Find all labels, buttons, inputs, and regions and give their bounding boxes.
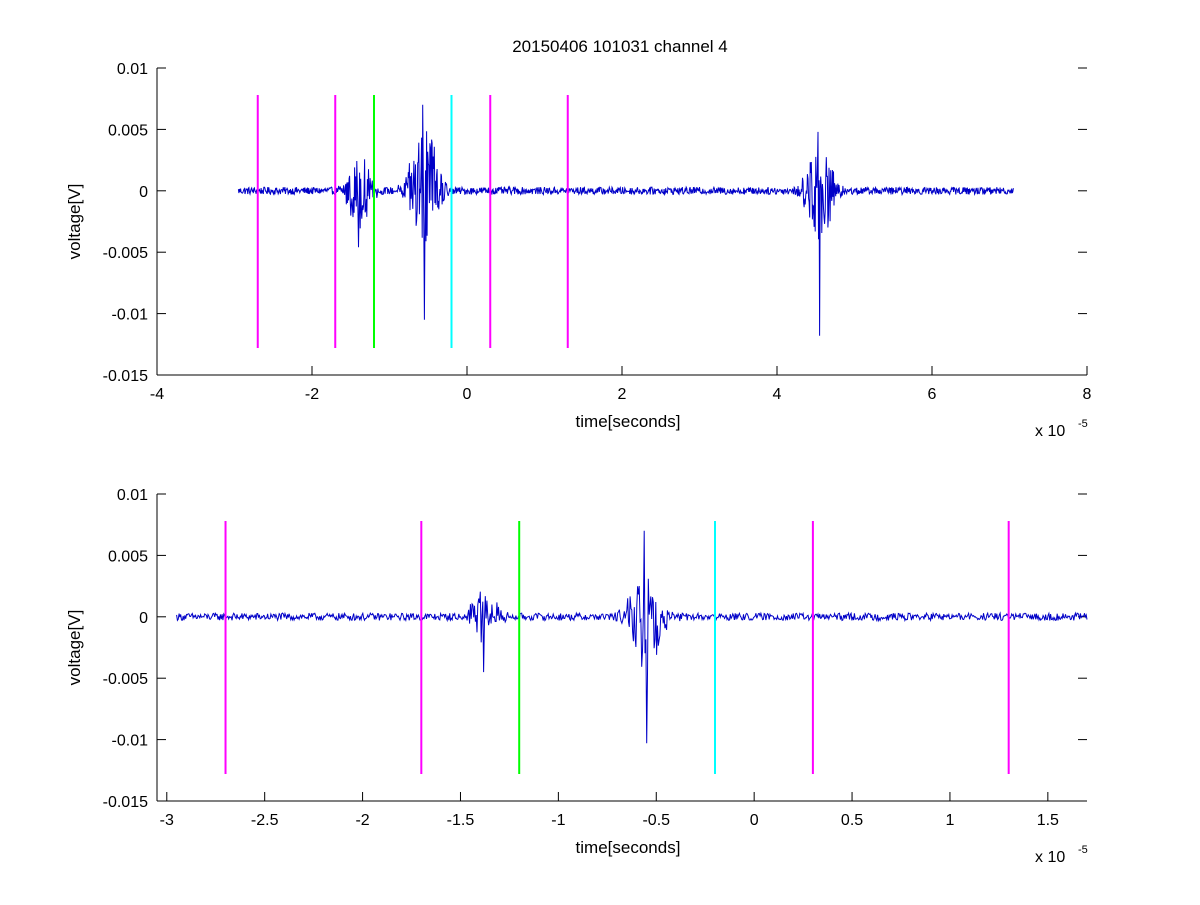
- x-axis-label: time[seconds]: [576, 838, 681, 857]
- signal-trace: [176, 530, 1088, 744]
- x-multiplier-label: x 10: [1035, 849, 1065, 866]
- y-tick-label: -0.01: [112, 733, 149, 750]
- x-multiplier-label: x 10: [1035, 423, 1065, 440]
- x-multiplier-exponent: -5: [1078, 418, 1088, 430]
- y-tick-label: 0.01: [117, 61, 148, 78]
- top-plot: -0.015 -0.01 -0.005 0 0.005 0.01 -4 -2 0 2 4 6 8 time…: [65, 61, 1092, 440]
- x-tick-label: 4: [773, 386, 782, 403]
- x-tick-label: -2.5: [251, 812, 279, 829]
- x-tick-label: 6: [928, 386, 937, 403]
- y-tick-label: -0.005: [103, 245, 148, 262]
- x-tick-label: 1: [945, 812, 954, 829]
- x-tick-label: 8: [1083, 386, 1092, 403]
- y-axis-label: voltage[V]: [65, 610, 84, 686]
- x-multiplier-exponent: -5: [1078, 844, 1088, 856]
- x-tick-label: -0.5: [642, 812, 670, 829]
- y-tick-label: -0.005: [103, 671, 148, 688]
- x-tick-label: -2: [355, 812, 369, 829]
- y-tick-label: -0.01: [112, 307, 149, 324]
- x-tick-label: -1.5: [447, 812, 475, 829]
- x-tick-label: 0: [750, 812, 759, 829]
- x-tick-label: -1: [551, 812, 565, 829]
- y-tick-label: 0: [139, 610, 148, 627]
- y-tick-label: 0.005: [108, 122, 148, 139]
- signal-trace: [237, 104, 1014, 336]
- x-tick-label: 0.5: [841, 812, 863, 829]
- x-tick-label: 2: [618, 386, 627, 403]
- y-tick-label: 0: [139, 184, 148, 201]
- y-tick-label: -0.015: [103, 794, 148, 811]
- y-tick-label: -0.015: [103, 368, 148, 385]
- bottom-plot: -0.015 -0.01 -0.005 0 0.005 0.01 -3 -2.5 -2 -1.5 -…: [65, 487, 1088, 866]
- x-axis-label: time[seconds]: [576, 412, 681, 431]
- y-tick-label: 0.01: [117, 487, 148, 504]
- x-tick-label: 0: [463, 386, 472, 403]
- chart-title: 20150406 101031 channel 4: [512, 37, 728, 56]
- x-tick-label: -4: [150, 386, 164, 403]
- y-axis-label: voltage[V]: [65, 184, 84, 260]
- x-tick-label: -2: [305, 386, 319, 403]
- x-tick-label: -3: [160, 812, 174, 829]
- x-tick-label: 1.5: [1037, 812, 1059, 829]
- y-tick-label: 0.005: [108, 548, 148, 565]
